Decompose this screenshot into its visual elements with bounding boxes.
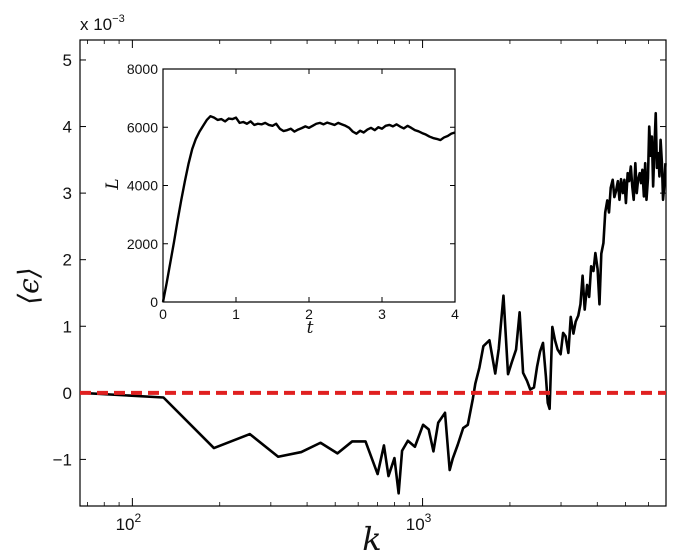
inset-frame (162, 68, 456, 303)
epsilon-series-line (79, 111, 667, 495)
y-tick-label: 2 (63, 251, 72, 270)
inset-x-tick-label: 2 (305, 306, 313, 322)
y-tick-label: 0 (63, 384, 72, 403)
x-tick-label: 102 (116, 511, 142, 534)
y-tick-label: 1 (63, 317, 72, 336)
x-tick-label: 103 (406, 511, 432, 534)
inset-y-axis-label: L (103, 178, 123, 190)
y-tick-label: 3 (63, 184, 72, 203)
inset-x-axis-label: t (307, 318, 314, 338)
inset-y-tick-label: 0 (150, 294, 158, 310)
x-axis-label: k (362, 520, 381, 554)
y-tick-label: 4 (63, 118, 72, 137)
y-multiplier-label: x 10−3 (80, 13, 125, 34)
inset-axis-ticks: 0 2000 4000 6000 8000 0 1 2 3 4 (127, 61, 459, 322)
inset-y-tick-label: 8000 (127, 61, 158, 77)
main-plot-frame (79, 39, 667, 507)
inset-L-series-line (161, 114, 456, 303)
inset-x-tick-label: 4 (451, 306, 459, 322)
inset-series-group (161, 114, 456, 303)
y-tick-label: −1 (53, 450, 72, 469)
inset-x-tick-label: 3 (378, 306, 386, 322)
inset-x-tick-label: 0 (159, 306, 167, 322)
inset-y-tick-label: 6000 (127, 119, 158, 135)
y-multiplier-exponent: −3 (112, 13, 125, 25)
y-axis-label: ⟨ϵ⟩ (12, 267, 45, 305)
inset-y-tick-label: 2000 (127, 236, 158, 252)
main-series-group (79, 111, 667, 495)
inset-x-tick-label: 1 (232, 306, 240, 322)
y-tick-label: 5 (63, 51, 72, 70)
inset-y-tick-label: 4000 (127, 178, 158, 194)
